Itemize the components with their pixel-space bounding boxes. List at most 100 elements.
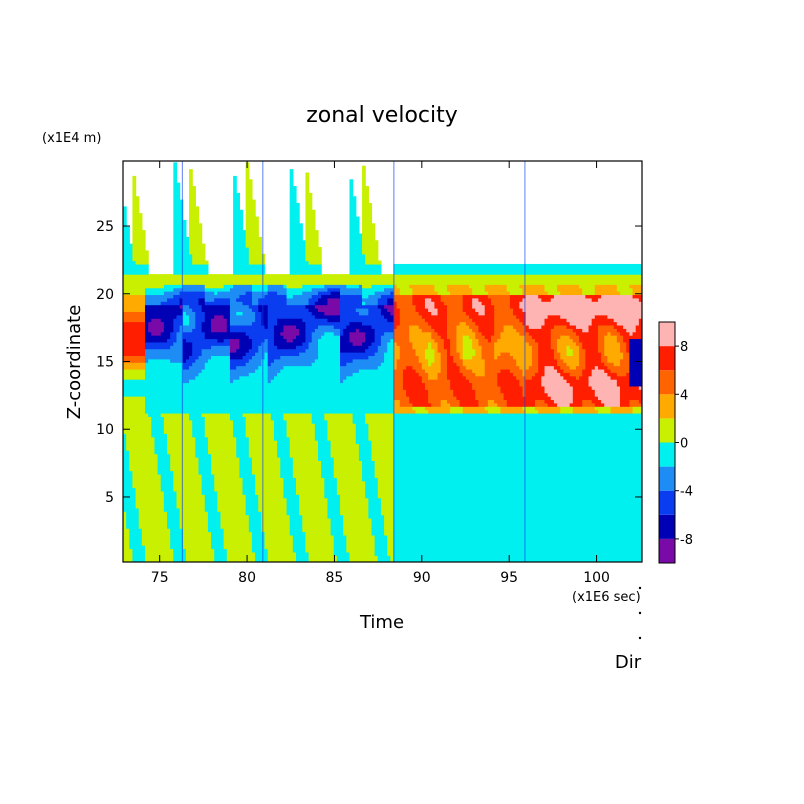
- contour-cell: [402, 406, 407, 414]
- contour-cell: [632, 294, 637, 299]
- contour-cell: [409, 287, 413, 296]
- contour-cell: [286, 287, 291, 299]
- contour-cell: [566, 406, 571, 414]
- contour-cell: [352, 372, 357, 424]
- contour-cell: [462, 274, 467, 285]
- contour-cell: [292, 186, 297, 275]
- contour-cell: [340, 274, 344, 285]
- contour-cell: [638, 294, 642, 302]
- contour-cell: [330, 534, 335, 562]
- contour-cell: [626, 263, 631, 275]
- contour-cell: [437, 412, 442, 562]
- contour-cell: [412, 324, 417, 350]
- contour-cell: [465, 274, 470, 285]
- contour-cell: [148, 331, 152, 343]
- contour-cell: [123, 368, 127, 380]
- contour-cell: [582, 331, 586, 350]
- contour-cell: [336, 291, 341, 299]
- contour-cell: [233, 358, 237, 370]
- contour-cell: [368, 202, 373, 265]
- contour-cell: [201, 416, 206, 495]
- contour-cell: [170, 274, 174, 285]
- contour-cell: [582, 368, 586, 401]
- contour-cell: [497, 372, 502, 387]
- contour-cell: [566, 274, 571, 285]
- contour-cell: [535, 274, 539, 285]
- contour-cell: [487, 274, 492, 285]
- contour-cell: [217, 331, 222, 343]
- contour-cell: [201, 331, 206, 350]
- contour-cell: [248, 372, 253, 414]
- contour-cell: [415, 324, 420, 357]
- contour-cell: [239, 375, 244, 478]
- contour-cell: [311, 314, 316, 333]
- contour-cell: [283, 355, 288, 367]
- contour-cell: [167, 453, 171, 529]
- contour-cell: [277, 284, 281, 296]
- contour-cell: [443, 263, 448, 275]
- contour-cell: [544, 301, 549, 319]
- contour-cell: [248, 263, 253, 275]
- contour-cell: [503, 368, 508, 401]
- contour-cell: [248, 284, 253, 292]
- contour-cell: [289, 169, 294, 275]
- contour-cell: [626, 352, 631, 373]
- contour-cell: [330, 297, 335, 316]
- contour-cell: [402, 274, 407, 296]
- contour-cell: [148, 321, 152, 333]
- contour-cell: [601, 263, 605, 275]
- contour-cell: [607, 331, 612, 363]
- contour-cell: [308, 365, 313, 414]
- contour-cell: [579, 406, 583, 414]
- contour-cell: [157, 473, 162, 562]
- contour-cell: [607, 274, 612, 285]
- contour-cell: [506, 324, 511, 353]
- contour-cell: [440, 412, 445, 562]
- contour-cell: [619, 406, 624, 414]
- contour-cell: [607, 318, 612, 326]
- contour-cell: [236, 301, 240, 312]
- contour-cell: [494, 358, 498, 404]
- contour-cell: [292, 551, 297, 562]
- contour-cell: [560, 412, 564, 562]
- contour-cell: [141, 362, 146, 370]
- x-tick-label: 90: [413, 570, 431, 586]
- contour-cell: [421, 263, 426, 275]
- contour-cell: [509, 355, 514, 373]
- contour-cell: [541, 406, 546, 414]
- contour-cell: [591, 294, 596, 302]
- contour-cell: [412, 368, 417, 407]
- contour-cell: [632, 412, 637, 562]
- contour-cell: [327, 321, 332, 326]
- contour-cell: [638, 338, 642, 387]
- contour-cell: [336, 284, 341, 289]
- contour-cell: [251, 199, 256, 265]
- contour-cell: [626, 372, 631, 407]
- contour-cell: [531, 412, 536, 562]
- contour-cell: [189, 253, 193, 275]
- contour-cell: [541, 385, 546, 401]
- contour-cell: [365, 497, 369, 562]
- contour-cell: [280, 368, 285, 478]
- contour-cell: [141, 321, 146, 357]
- contour-cell: [248, 457, 253, 533]
- contour-cell: [132, 379, 137, 397]
- contour-cell: [597, 352, 602, 370]
- contour-cell: [497, 284, 502, 296]
- contour-cell: [126, 528, 130, 562]
- contour-cell: [267, 365, 272, 384]
- contour-cell: [519, 284, 524, 289]
- contour-cell: [380, 291, 385, 296]
- contour-cell: [283, 324, 288, 340]
- contour-cell: [462, 365, 467, 377]
- contour-cell: [324, 314, 329, 319]
- contour-cell: [182, 274, 187, 285]
- contour-cell: [192, 379, 196, 438]
- contour-cell: [450, 274, 454, 285]
- contour-cell: [399, 406, 404, 414]
- contour-cell: [170, 548, 174, 562]
- contour-cell: [503, 274, 508, 285]
- contour-cell: [358, 460, 363, 562]
- contour-cell: [525, 263, 530, 275]
